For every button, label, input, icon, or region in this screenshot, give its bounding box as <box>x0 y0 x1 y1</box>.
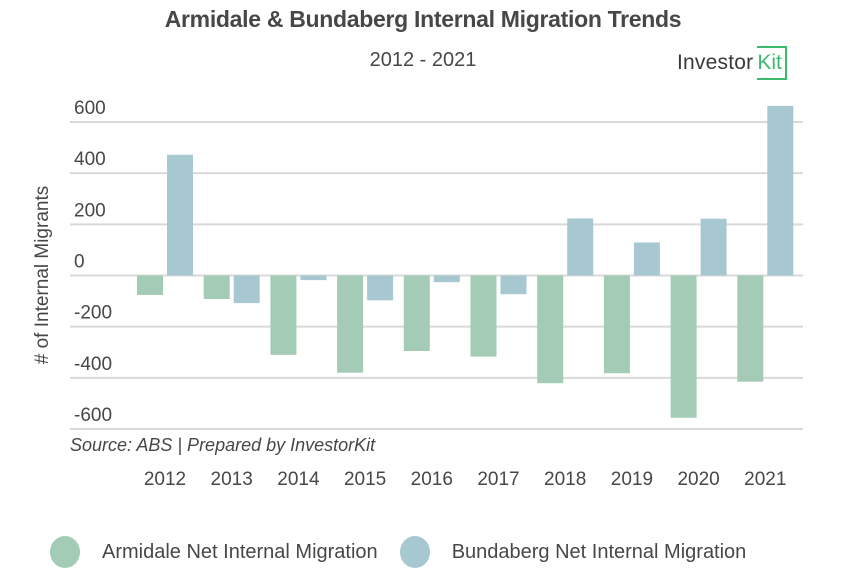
x-tick-label: 2018 <box>544 469 586 490</box>
bar-bundaberg-2014 <box>300 275 327 281</box>
bar-bundaberg-2013 <box>233 275 260 304</box>
logo-text: Investor <box>677 51 754 74</box>
bar-armidale-2016 <box>403 275 430 351</box>
legend-label-armidale: Armidale Net Internal Migration <box>102 540 378 563</box>
x-tick-label: 2021 <box>744 469 786 490</box>
x-tick-label: 2014 <box>277 469 320 490</box>
bar-armidale-2018 <box>537 275 564 384</box>
legend-swatch-bundaberg <box>399 536 430 568</box>
y-tick-label: -200 <box>74 303 112 324</box>
y-tick-label: 600 <box>74 98 106 119</box>
bar-armidale-2020 <box>670 275 697 418</box>
bar-bundaberg-2015 <box>367 275 394 301</box>
bar-armidale-2019 <box>603 275 630 374</box>
bar-armidale-2013 <box>203 275 230 300</box>
x-tick-labels: 2012 2013 2014 2015 2016 2017 2018 2019 2020 2021 <box>144 469 787 490</box>
bar-armidale-2014 <box>270 275 297 355</box>
bar-bundaberg-2020 <box>700 218 727 276</box>
y-tick-label: -400 <box>74 354 112 375</box>
x-tick-label: 2016 <box>411 469 453 490</box>
legend: Armidale Net Internal Migration Bundaber… <box>50 536 768 568</box>
bar-bundaberg-2019 <box>633 242 660 276</box>
bar-armidale-2021 <box>737 275 764 382</box>
x-tick-label: 2017 <box>477 469 519 490</box>
chart-title: Armidale & Bundaberg Internal Migration … <box>164 6 682 32</box>
x-tick-label: 2013 <box>211 469 253 490</box>
chart-subtitle: 2012 - 2021 <box>369 49 477 71</box>
legend-item-armidale[interactable]: Armidale Net Internal Migration <box>50 536 378 568</box>
bar-bundaberg-2017 <box>500 275 527 295</box>
y-tick-label: -600 <box>74 405 112 426</box>
investorkit-logo: Investor Kit <box>677 46 787 80</box>
x-tick-label: 2015 <box>344 469 386 490</box>
bar-bundaberg-2016 <box>433 275 460 283</box>
legend-label-bundaberg: Bundaberg Net Internal Migration <box>451 540 747 563</box>
bar-bundaberg-2012 <box>167 154 193 276</box>
legend-swatch-armidale <box>50 536 80 568</box>
bar-armidale-2015 <box>337 275 364 373</box>
y-tick-label: 400 <box>74 149 106 170</box>
y-axis-label: # of Internal Migrants <box>32 186 53 364</box>
bar-bundaberg-2018 <box>567 218 594 276</box>
logo-kit-mark: Kit <box>757 46 787 80</box>
y-tick-labels: 600 400 200 0 -200 -400 -600 <box>74 98 112 426</box>
bars <box>137 105 794 418</box>
x-tick-label: 2019 <box>611 469 653 490</box>
bar-armidale-2012 <box>137 275 163 295</box>
legend-item-bundaberg[interactable]: Bundaberg Net Internal Migration <box>399 536 747 568</box>
x-tick-label: 2012 <box>144 469 186 490</box>
x-tick-label: 2020 <box>677 469 719 490</box>
y-tick-label: 0 <box>74 252 85 273</box>
y-tick-label: 200 <box>74 200 106 221</box>
bar-bundaberg-2021 <box>767 105 794 276</box>
source-annotation: Source: ABS | Prepared by InvestorKit <box>70 435 376 455</box>
bar-armidale-2017 <box>470 275 497 357</box>
